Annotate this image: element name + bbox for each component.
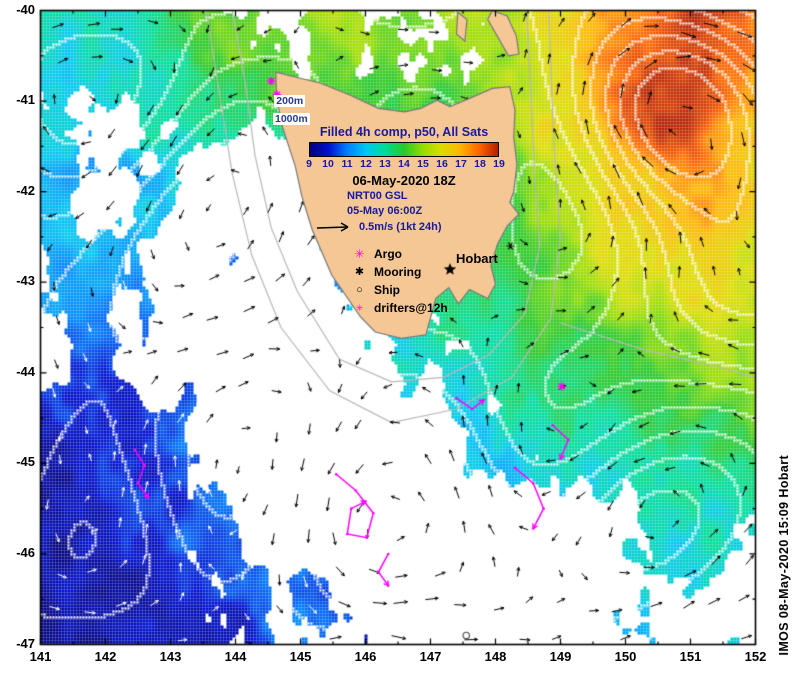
colorbar-tick-label: 19 — [493, 158, 505, 170]
x-tick-label: 148 — [484, 649, 507, 664]
colorbar-tick-label: 11 — [341, 158, 353, 170]
legend-item-label: Ship — [374, 283, 400, 297]
y-tick-label: -44 — [16, 363, 35, 379]
velocity-reference-label: 0.5m/s (1kt 24h) — [359, 221, 442, 233]
y-tick-label: -41 — [16, 92, 35, 108]
legend-product-name: NRT00 GSL — [347, 190, 408, 202]
hobart-label: Hobart — [456, 250, 498, 266]
colorbar-tick-label: 16 — [436, 158, 448, 170]
x-tick-label: 152 — [744, 649, 767, 664]
velocity-reference-row: 0.5m/s (1kt 24h) — [297, 221, 511, 233]
legend-item-ship: ○ Ship — [297, 281, 511, 299]
drifter-asterisk-icon: ✳ — [355, 303, 364, 313]
x-tick-label: 151 — [679, 649, 702, 664]
colorbar-tick-label: 14 — [398, 158, 410, 170]
colorbar-tick-label: 9 — [306, 158, 312, 170]
colorbar-tick-label: 13 — [379, 158, 391, 170]
legend-product-time: 05-May 06:00Z — [347, 205, 423, 217]
legend-item-label: Mooring — [374, 265, 422, 279]
map-legend: Filled 4h comp, p50, All Sats 9 10 11 12 13 1… — [297, 125, 511, 317]
legend-item-mooring: ✱ Mooring — [297, 263, 511, 281]
legend-item-label: drifters@12h — [374, 301, 448, 315]
y-tick-label: -45 — [16, 454, 35, 470]
x-tick-label: 145 — [289, 649, 312, 664]
y-tick-label: -42 — [16, 182, 35, 198]
legend-item-drifters-12h: ✳ drifters@12h — [297, 299, 511, 317]
x-tick-label: 147 — [419, 649, 442, 664]
colorbar-tick-labels: 9 10 11 12 13 14 15 16 17 18 19 — [306, 158, 505, 171]
x-tick-label: 142 — [94, 649, 117, 664]
bathy-contour-label: 1000m — [273, 113, 310, 126]
x-tick-label: 150 — [614, 649, 637, 664]
y-tick-label: -40 — [16, 1, 35, 17]
mooring-asterisk-icon: ✱ — [354, 266, 365, 278]
colorbar-tick-label: 12 — [360, 158, 372, 170]
ship-circle-icon: ○ — [356, 284, 363, 296]
x-tick-label: 146 — [354, 649, 377, 664]
colorbar-tick-label: 18 — [474, 158, 486, 170]
x-tick-label: 149 — [549, 649, 572, 664]
imos-watermark: IMOS 08-May-2020 15:09 Hobart — [777, 455, 791, 656]
legend-item-label: Argo — [374, 247, 402, 261]
legend-item-argo: ✳ Argo — [297, 245, 511, 263]
colorbar-tick-label: 10 — [322, 158, 334, 170]
velocity-reference-arrow — [316, 222, 349, 232]
colorbar-tick-label: 17 — [455, 158, 467, 170]
colorbar-tick-label: 15 — [417, 158, 429, 170]
sst-colorbar — [309, 142, 499, 157]
x-tick-label: 144 — [224, 649, 247, 664]
legend-title: Filled 4h comp, p50, All Sats — [319, 125, 489, 139]
y-tick-label: -46 — [16, 544, 35, 560]
x-tick-label: 141 — [29, 649, 52, 664]
y-tick-label: -47 — [16, 635, 35, 651]
marker-legend: ✳ Argo ✱ Mooring ○ Ship ✳ drifters@12h — [297, 245, 511, 317]
x-tick-label: 143 — [159, 649, 182, 664]
bathy-contour-label: 200m — [274, 95, 306, 108]
legend-datetime: 06-May-2020 18Z — [352, 173, 456, 188]
argo-asterisk-icon: ✳ — [354, 247, 365, 261]
y-tick-label: -43 — [16, 273, 35, 289]
